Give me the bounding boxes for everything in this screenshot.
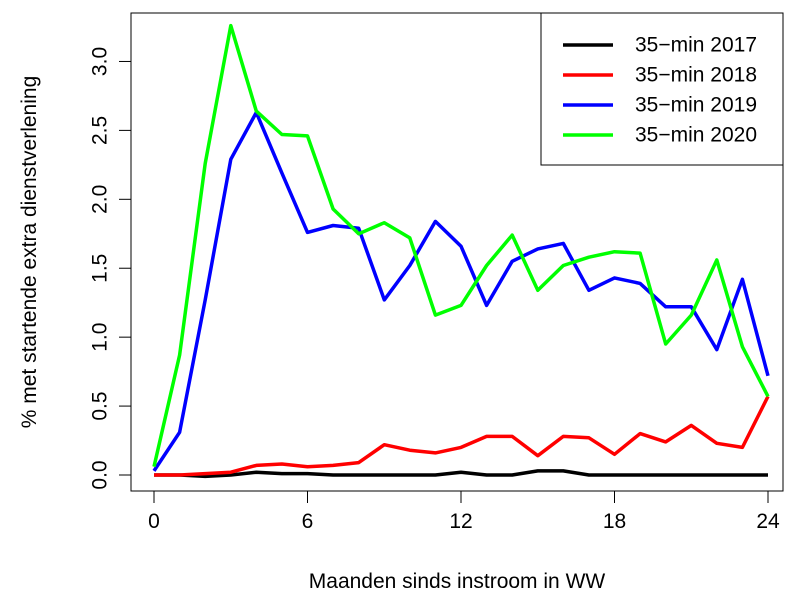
- series-line-0: [154, 469, 768, 479]
- y-tick-label: 2.0: [89, 185, 112, 214]
- legend-box: [540, 12, 784, 166]
- x-tick-label: 0: [148, 510, 160, 533]
- y-axis-label: % met startende extra dienstverlening: [18, 76, 41, 429]
- x-tick-label: 12: [449, 510, 472, 533]
- y-tick-label: 1.0: [89, 323, 112, 352]
- legend: 35−min 2017 35−min 2018 35−min 2019 35−min …: [540, 12, 784, 166]
- y-tick-label: 1.5: [89, 254, 112, 283]
- series-layer: [152, 23, 770, 479]
- y-tick-label: 2.5: [89, 116, 112, 145]
- series-line-1: [154, 395, 770, 477]
- y-tick-label: 3.0: [89, 47, 112, 76]
- legend-label: 35−min 2020: [635, 124, 757, 147]
- legend-label: 35−min 2018: [635, 64, 757, 87]
- x-axis: 0 6 12 18 24: [148, 490, 780, 533]
- x-tick-label: 18: [603, 510, 626, 533]
- y-axis: 0.0 0.5 1.0 1.5 2.0 2.5 3.0: [89, 47, 132, 490]
- x-tick-label: 24: [756, 510, 780, 533]
- legend-label: 35−min 2017: [635, 34, 757, 57]
- series-line-2: [152, 110, 770, 472]
- series-line-3: [152, 23, 770, 468]
- x-axis-label: Maanden sinds instroom in WW: [309, 570, 606, 593]
- y-tick-label: 0.0: [89, 460, 112, 489]
- y-tick-label: 0.5: [89, 391, 112, 420]
- x-tick-label: 6: [302, 510, 314, 533]
- legend-label: 35−min 2019: [635, 94, 757, 117]
